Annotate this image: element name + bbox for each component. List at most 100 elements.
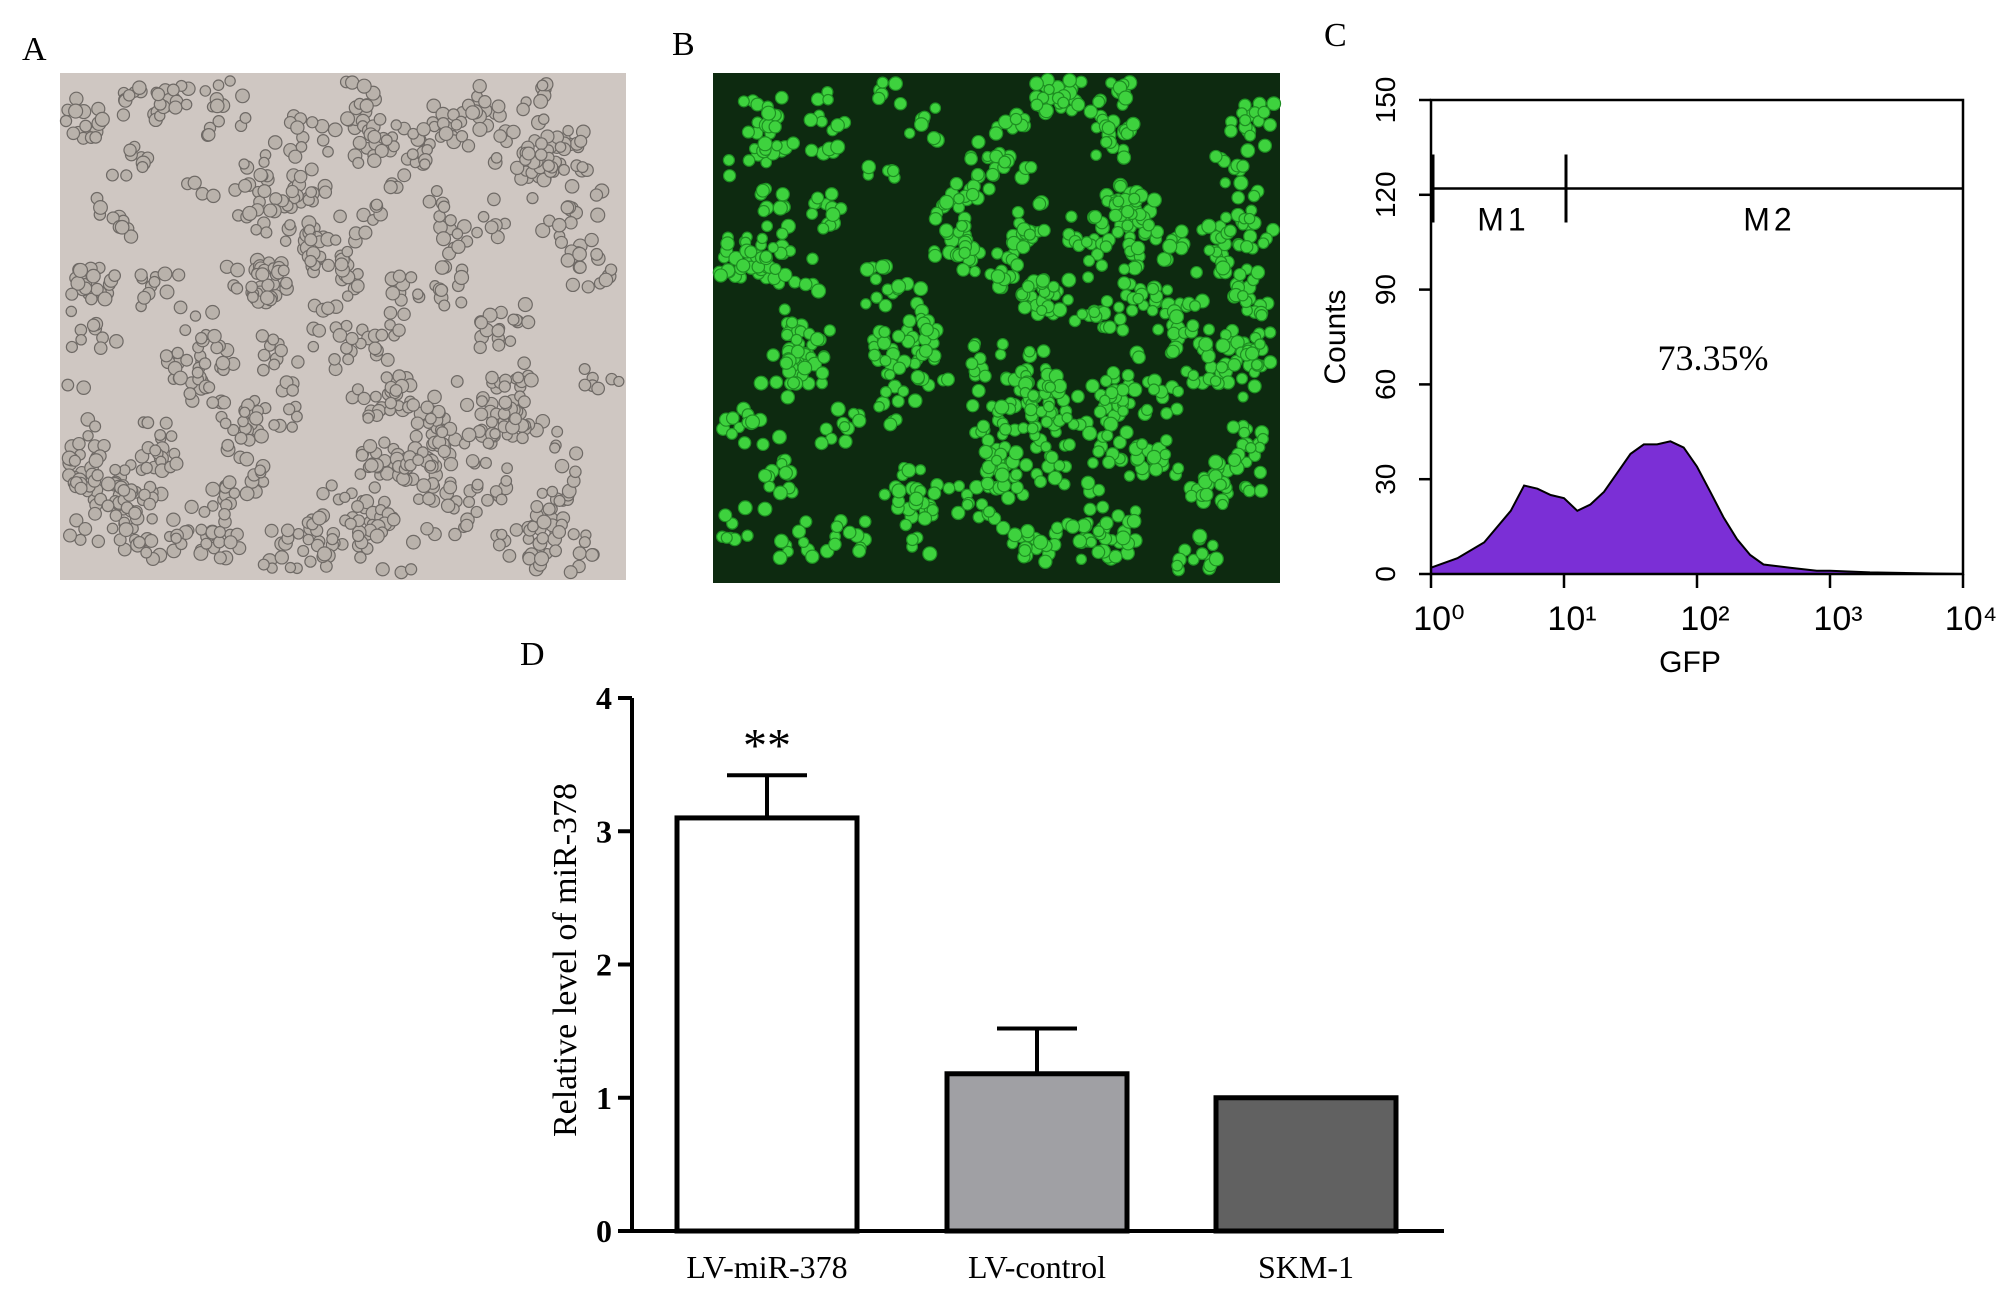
cell [375,328,389,342]
cell [502,548,517,563]
cell [1240,240,1254,254]
cell [351,500,365,513]
cell [462,495,476,509]
cell [927,486,942,501]
cell [65,340,79,354]
cell [551,217,567,233]
cell [420,400,435,415]
cell [922,546,938,562]
cell [482,437,495,450]
cell [374,143,389,159]
cell [306,116,319,129]
cell [1247,379,1262,394]
cell [479,456,492,470]
cell [722,169,737,183]
cell [490,230,505,245]
cell [830,520,844,534]
cell [542,502,556,516]
cell [1169,309,1185,325]
cell [290,410,303,423]
cell [498,395,513,410]
cell [355,448,369,462]
cell [1130,240,1146,256]
cell [504,335,517,347]
cell [512,371,525,384]
cell [1141,403,1154,417]
cell [1100,294,1114,308]
cell [304,233,318,247]
cell [257,558,270,571]
cell [1067,418,1080,431]
cell [791,524,807,539]
cell [257,184,272,199]
cell [274,343,288,358]
cell [341,290,354,302]
cell [373,112,387,126]
cell [1071,97,1086,112]
cell [471,478,484,491]
cell [928,212,943,226]
cell [1117,276,1132,290]
cell [159,284,175,300]
cell [473,340,487,355]
cell [286,421,298,433]
cell [312,323,327,338]
cell [482,307,498,323]
cell [100,476,116,492]
cell [1148,462,1163,477]
cell [1116,383,1130,397]
cell [105,168,119,182]
cell [224,75,236,87]
cell [1088,306,1101,319]
cell [772,200,788,216]
cell [910,369,925,385]
cell [239,486,255,502]
cell [358,225,373,240]
cell [976,419,991,433]
cell [1115,530,1131,546]
cell [1215,260,1231,276]
cell [546,485,559,498]
cell [1040,415,1053,428]
cell [460,518,474,533]
cell [554,141,567,153]
cell [1266,222,1280,237]
cell [1113,179,1128,193]
cell [193,545,209,561]
cell [268,419,280,431]
cell [742,154,756,167]
cell [578,362,591,376]
cell [1090,149,1102,161]
cell [1254,338,1266,350]
cell [1242,484,1256,498]
cell [412,454,425,467]
cell [253,167,268,183]
cell [1099,240,1113,253]
cell [1112,435,1127,450]
cell [465,454,480,468]
y-tick-label: 120 [1370,171,1401,218]
cell [203,381,216,394]
cell [304,555,317,568]
cell [756,232,768,245]
cell [202,127,216,142]
cell [1146,304,1159,317]
cell [123,143,137,157]
cell [1263,355,1278,370]
cell [953,480,966,492]
cell [367,129,382,144]
cell [362,412,374,424]
cell [297,544,310,557]
cell [263,203,278,218]
cell [779,356,794,370]
cell [1227,358,1242,372]
cell [1253,465,1267,480]
cell [939,223,954,238]
cell [878,325,891,339]
cell [581,280,595,294]
cell [212,535,226,549]
cell [907,393,923,409]
cell [778,303,791,316]
x-tick-label: 10⁰ [1413,600,1464,638]
